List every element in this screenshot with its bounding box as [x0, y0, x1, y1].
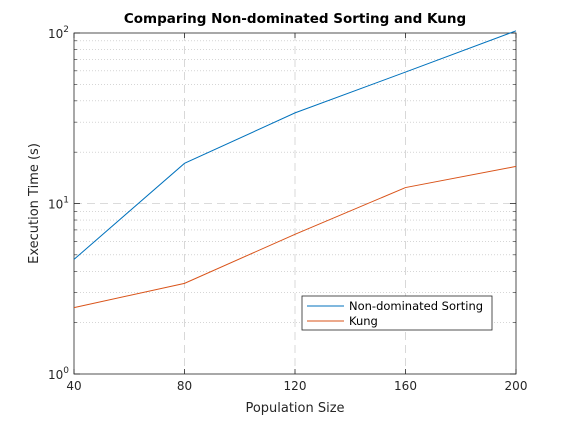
y-tick-label-base: 10 — [48, 368, 63, 382]
x-tick-label: 120 — [284, 379, 307, 393]
y-tick-label: 101 — [48, 196, 69, 212]
y-tick-label-base: 10 — [48, 198, 63, 212]
series-line-kung — [73, 165, 517, 309]
x-tick-label: 80 — [177, 379, 192, 393]
y-tick-label-base: 10 — [48, 27, 63, 41]
series-lines — [73, 30, 517, 309]
y-tick-label: 102 — [48, 25, 69, 41]
legend-entry-label: Non-dominated Sorting — [349, 299, 483, 313]
chart-title: Comparing Non-dominated Sorting and Kung — [124, 11, 466, 27]
x-tick-label: 200 — [505, 379, 528, 393]
x-tick-label: 40 — [66, 379, 81, 393]
series-line-non-dominated-sorting — [73, 30, 517, 260]
legend-box — [301, 295, 493, 331]
y-axis-label: Execution Time (s) — [27, 143, 42, 264]
legend-entry-label: Kung — [349, 314, 378, 328]
x-axis-label: Population Size — [245, 401, 344, 416]
x-tick-label: 160 — [394, 379, 417, 393]
y-tick-label: 100 — [48, 366, 69, 382]
y-tick-label-exponent: 1 — [63, 196, 69, 206]
grid-lines — [74, 33, 516, 374]
y-tick-label-exponent: 2 — [63, 25, 69, 35]
y-tick-label-exponent: 0 — [63, 366, 69, 376]
